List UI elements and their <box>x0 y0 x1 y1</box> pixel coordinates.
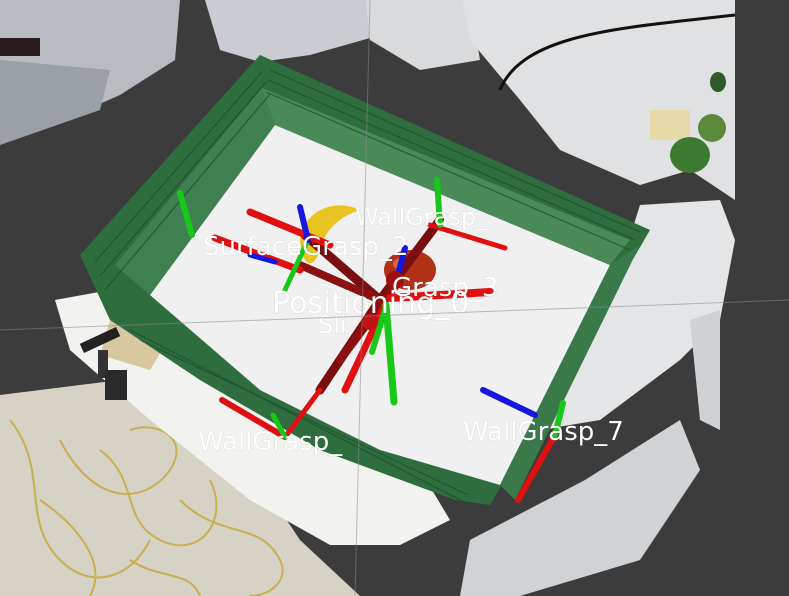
y-axis <box>552 400 566 438</box>
x-axis <box>386 288 494 302</box>
x-axis <box>427 222 508 251</box>
x-axis <box>219 397 288 440</box>
desk-top-center <box>205 0 370 62</box>
floor-right-edge <box>690 310 720 430</box>
lime-1 <box>698 114 726 142</box>
label-surface-grasp[interactable]: SurfaceGrasp_2 <box>203 232 409 263</box>
y-axis <box>434 177 443 228</box>
grasp-label-group: WallGrasp_ SurfaceGrasp_2 Grasp_3 Positi… <box>198 203 624 458</box>
y-axis <box>177 190 195 238</box>
dark-device <box>0 38 40 56</box>
y-axis <box>270 412 288 440</box>
y-axis <box>282 237 311 293</box>
label-slide[interactable]: Sli <box>318 311 347 340</box>
grasp-axes <box>177 177 566 503</box>
pose-arrow <box>300 230 385 305</box>
z-axis <box>395 245 408 278</box>
label-wall-grasp-top[interactable]: WallGrasp_ <box>355 203 490 232</box>
label-wall-grasp-left[interactable]: WallGrasp_ <box>198 427 344 458</box>
pose-origin <box>386 271 404 289</box>
y-axis <box>369 307 388 355</box>
box-on-table <box>650 110 690 140</box>
y-axis <box>382 301 398 406</box>
z-axis <box>247 252 278 265</box>
crate-inner-wall-back <box>115 88 275 295</box>
floor-right-lower <box>460 420 700 596</box>
x-axis <box>282 387 323 440</box>
crate-inner-wall-front <box>500 245 640 500</box>
x-axis <box>341 301 389 394</box>
x-axis <box>211 234 304 274</box>
table-top-right <box>462 0 735 200</box>
desk-top-left-shelf <box>0 60 110 145</box>
floor-right <box>540 200 735 430</box>
label-wall-grasp-7[interactable]: WallGrasp_7 <box>463 417 624 448</box>
z-axis <box>480 387 538 418</box>
cable <box>498 13 736 91</box>
lime-2 <box>670 137 710 173</box>
pose-arrow <box>296 261 384 304</box>
desk-top-center-2 <box>365 0 480 70</box>
label-grasp-3[interactable]: Grasp_3 <box>392 273 499 304</box>
rope <box>9 419 284 596</box>
lime-3 <box>710 72 726 92</box>
floor-bottom-left <box>0 380 360 596</box>
x-axis <box>515 432 558 503</box>
x-axis <box>246 208 334 249</box>
crate-inner-wall-right <box>262 88 630 265</box>
label-positioning[interactable]: Positioning_0 <box>272 286 470 322</box>
clamp <box>79 327 127 400</box>
pose-origin <box>362 314 378 330</box>
crate-slats <box>94 69 641 506</box>
z-axis <box>297 204 311 243</box>
